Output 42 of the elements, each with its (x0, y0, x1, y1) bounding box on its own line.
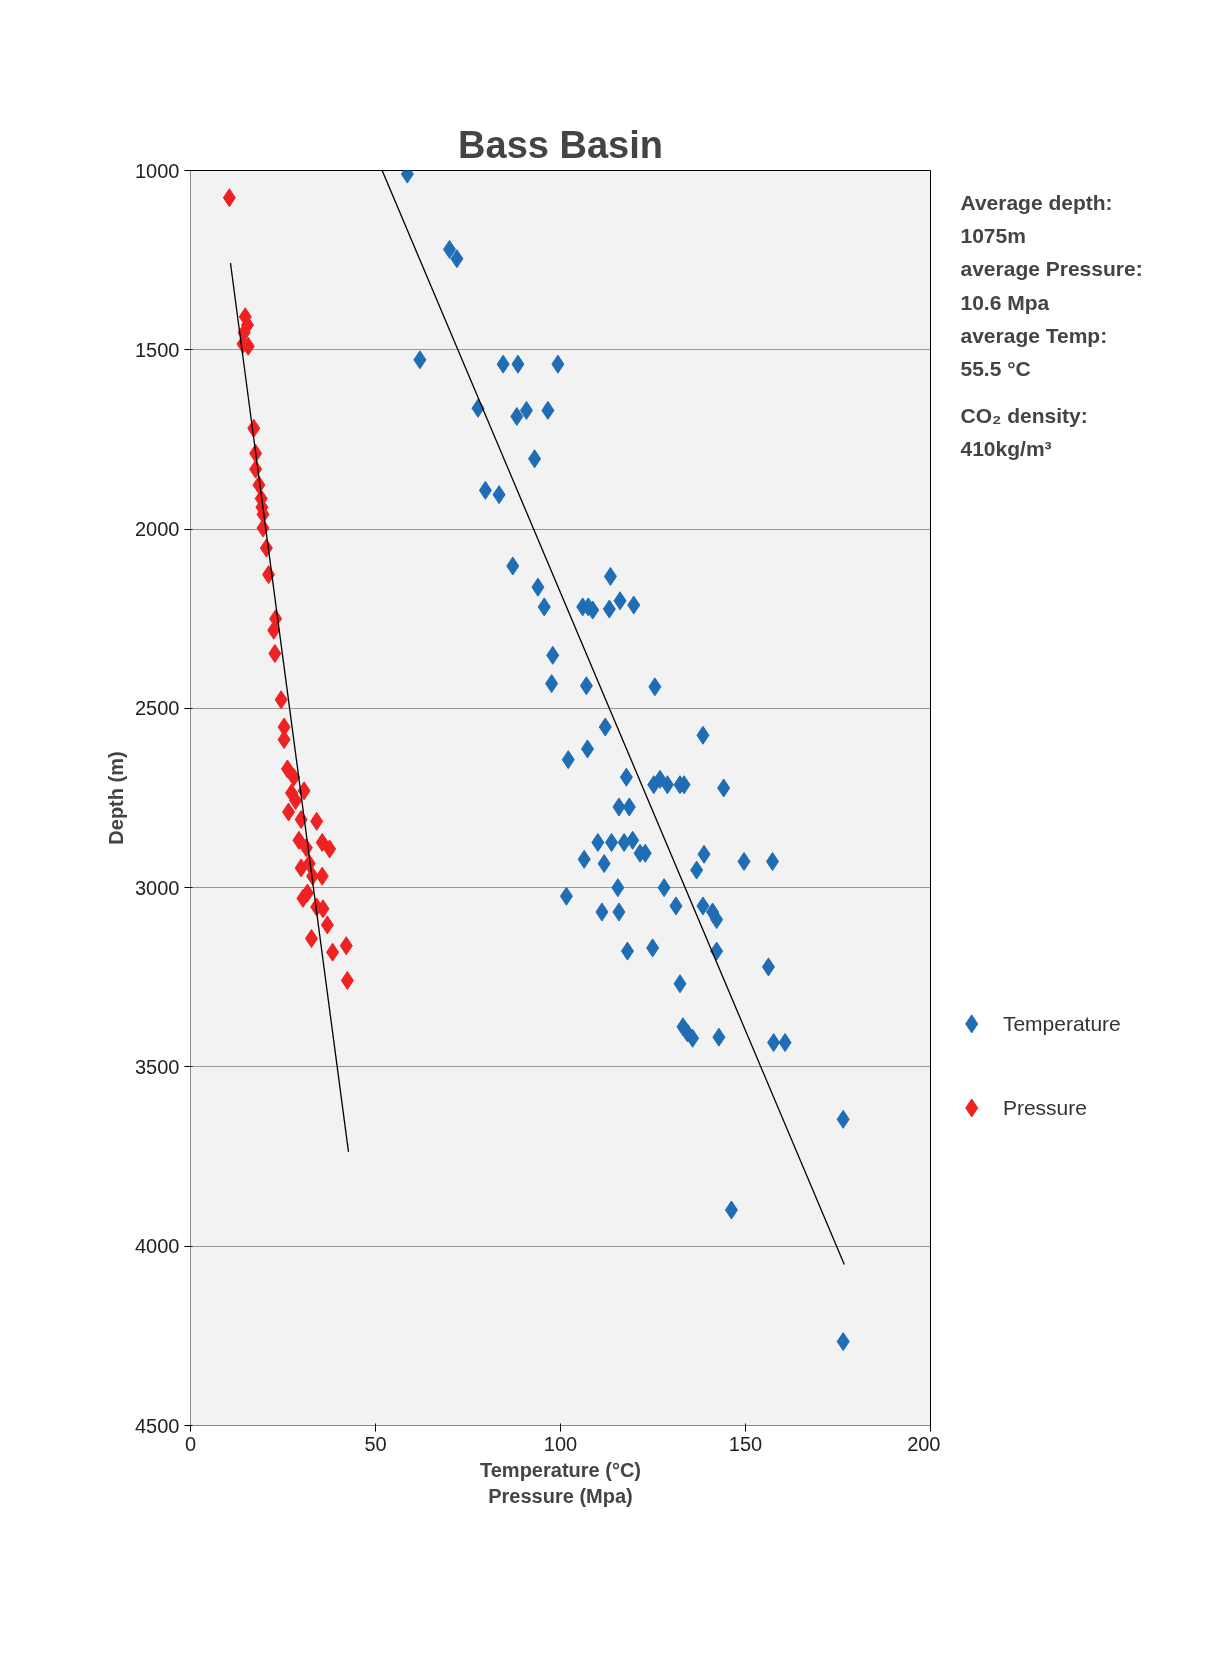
point (316, 899, 330, 919)
point (320, 915, 334, 935)
y-tick-label: 1000 (135, 159, 180, 182)
y-tick-label: 3000 (135, 876, 180, 899)
point (222, 188, 236, 208)
text: CO₂ density: 410kg/m³ (960, 403, 1088, 460)
x-tick-label: 0 (184, 1432, 197, 1455)
point (282, 802, 296, 822)
x-tick-label: 150 (728, 1432, 763, 1455)
point (310, 811, 324, 831)
point (268, 644, 282, 663)
point (315, 832, 329, 852)
point (287, 767, 301, 787)
point (289, 791, 303, 811)
y-tick-label: 2000 (135, 518, 180, 541)
x-axis-title: Temperature (°C) Pressure (Mpa) (480, 1458, 642, 1507)
point (292, 830, 306, 850)
y-tick-label: 3500 (135, 1055, 180, 1078)
y-tick-label: 1500 (135, 338, 180, 361)
text: Average depth: 1075m average Pressure: 10.6 Mpa average Temp: 55.5 °C (960, 190, 1143, 381)
y-tick-label: 4500 (135, 1414, 180, 1437)
legend-label: Pressure (1002, 1096, 1087, 1120)
point (339, 936, 353, 956)
point (280, 759, 294, 779)
point (267, 620, 281, 640)
point (304, 929, 318, 949)
chart-title: Bass Basin (458, 123, 663, 166)
point (296, 888, 310, 908)
point (340, 971, 354, 991)
y-tick-label: 4000 (135, 1235, 180, 1258)
point (323, 839, 337, 859)
x-tick-label: 50 (364, 1432, 387, 1455)
legend-label: Temperature (1002, 1012, 1121, 1036)
point (315, 866, 329, 886)
y-axis-title: Depth (m) (105, 751, 128, 845)
point (274, 690, 288, 710)
y-tick-label: 2500 (135, 697, 180, 720)
point (277, 730, 291, 750)
x-tick-label: 100 (543, 1432, 578, 1455)
point (294, 858, 308, 878)
point (326, 942, 340, 962)
x-tick-label: 200 (907, 1432, 941, 1455)
